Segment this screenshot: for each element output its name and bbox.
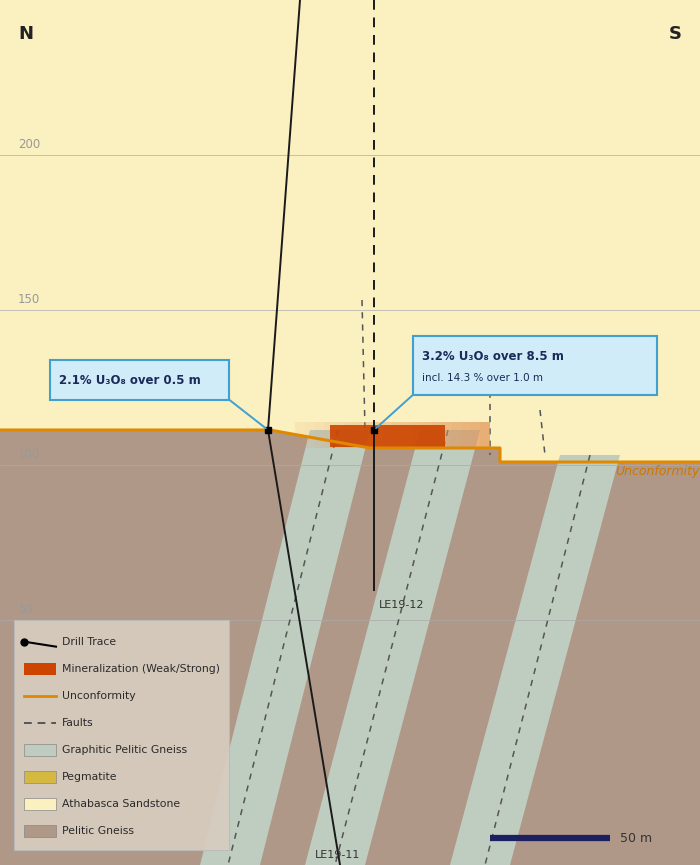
Text: Unconformity: Unconformity	[62, 691, 136, 701]
Polygon shape	[393, 422, 402, 448]
Polygon shape	[402, 422, 412, 448]
Text: LE19-12: LE19-12	[379, 600, 424, 610]
Polygon shape	[0, 430, 700, 865]
Polygon shape	[421, 422, 431, 448]
Polygon shape	[344, 422, 354, 448]
Polygon shape	[200, 430, 370, 865]
Polygon shape	[470, 422, 480, 448]
Polygon shape	[431, 422, 441, 448]
Polygon shape	[461, 422, 470, 448]
Polygon shape	[373, 422, 383, 448]
Text: 100: 100	[18, 448, 41, 461]
Text: S: S	[669, 25, 682, 43]
Text: 2.1% U₃O₈ over 0.5 m: 2.1% U₃O₈ over 0.5 m	[59, 374, 201, 387]
Text: Mineralization (Weak/Strong): Mineralization (Weak/Strong)	[62, 663, 220, 674]
Polygon shape	[441, 422, 451, 448]
FancyBboxPatch shape	[50, 360, 229, 400]
Polygon shape	[451, 422, 461, 448]
Text: Pelitic Gneiss: Pelitic Gneiss	[62, 826, 134, 836]
Text: Unconformity: Unconformity	[615, 465, 699, 478]
Polygon shape	[450, 455, 620, 865]
Text: Drill Trace: Drill Trace	[62, 637, 116, 647]
Text: LE19-11: LE19-11	[315, 850, 360, 860]
FancyBboxPatch shape	[413, 336, 657, 395]
Polygon shape	[314, 422, 324, 448]
Text: 50: 50	[18, 603, 33, 616]
Polygon shape	[324, 422, 334, 448]
Polygon shape	[354, 422, 363, 448]
Polygon shape	[330, 425, 445, 447]
Bar	[24, 771, 56, 783]
Text: 150: 150	[18, 293, 41, 306]
Polygon shape	[363, 422, 373, 448]
Text: Athabasca Sandstone: Athabasca Sandstone	[62, 799, 180, 809]
Polygon shape	[412, 422, 421, 448]
Text: N: N	[18, 25, 33, 43]
Polygon shape	[305, 430, 480, 865]
Text: Faults: Faults	[62, 718, 94, 727]
Bar	[24, 798, 56, 810]
Polygon shape	[383, 422, 393, 448]
Polygon shape	[334, 422, 344, 448]
Text: Pegmatite: Pegmatite	[62, 772, 118, 782]
Text: 200: 200	[18, 138, 41, 151]
Text: incl. 14.3 % over 1.0 m: incl. 14.3 % over 1.0 m	[422, 373, 543, 382]
Text: Graphitic Pelitic Gneiss: Graphitic Pelitic Gneiss	[62, 745, 187, 755]
Polygon shape	[295, 422, 304, 448]
Bar	[24, 663, 56, 675]
Bar	[24, 825, 56, 837]
Polygon shape	[304, 422, 314, 448]
FancyBboxPatch shape	[14, 620, 229, 850]
Bar	[24, 744, 56, 756]
Polygon shape	[480, 422, 490, 448]
Text: 50 m: 50 m	[620, 831, 652, 844]
Text: 3.2% U₃O₈ over 8.5 m: 3.2% U₃O₈ over 8.5 m	[422, 349, 564, 362]
